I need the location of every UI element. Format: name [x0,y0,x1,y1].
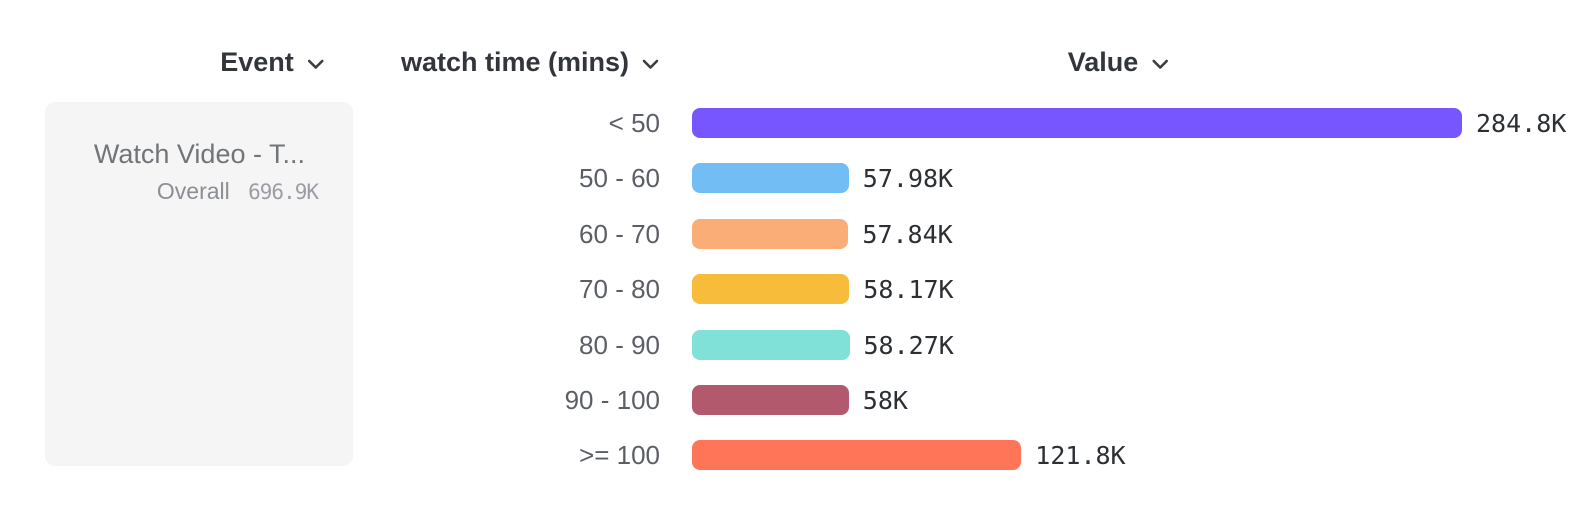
value-bar[interactable] [692,440,1022,471]
value-bar[interactable] [692,108,1462,138]
chevron-down-icon [642,59,659,69]
bucket-label: 60 - 70 [579,218,660,249]
bucket-label: < 50 [608,108,660,138]
bucket-label: >= 100 [579,440,660,471]
value-label: 284.8K [1476,109,1567,138]
column-header-value[interactable]: Value [1068,47,1169,78]
overall-value: 696.9K [248,180,319,204]
overall-row: Overall 696.9K [45,178,353,205]
bucket-label: 70 - 80 [579,274,660,305]
chart-row: >= 100 121.8K [0,440,1592,471]
value-bar[interactable] [692,274,850,305]
value-bar[interactable] [692,218,849,249]
overall-label: Overall [156,178,230,204]
value-bar[interactable] [692,385,849,415]
bucket-label: 90 - 100 [564,385,660,415]
chart-row: 80 - 90 58.27K [0,329,1592,360]
column-header-event-label: Event [220,47,294,77]
column-header-event[interactable]: Event [220,47,324,78]
value-label: 58.17K [863,275,954,305]
column-header-breakdown[interactable]: watch time (mins) [401,47,659,78]
value-bar[interactable] [692,163,849,194]
chart-row: 50 - 60 57.98K [0,163,1592,194]
chart-row: 70 - 80 58.17K [0,274,1592,305]
chart-row: 60 - 70 57.84K [0,218,1592,249]
event-title: Watch Video - T... [93,139,305,169]
chevron-down-icon [307,59,324,69]
event-card[interactable]: Watch Video - T... Overall 696.9K [45,102,353,466]
column-header-breakdown-label: watch time (mins) [400,47,630,77]
chevron-down-icon [1151,59,1168,69]
chart-row: < 50 284.8K [0,108,1592,138]
bucket-label: 80 - 90 [579,329,660,360]
chart-row: 90 - 100 58K [0,385,1592,415]
value-label: 57.84K [862,219,953,249]
column-header-value-label: Value [1067,47,1139,77]
value-label: 58.27K [863,330,954,360]
value-label: 58K [862,386,908,415]
bucket-label: 50 - 60 [579,163,660,194]
value-bar[interactable] [692,329,850,360]
value-label: 57.98K [862,164,954,194]
value-label: 121.8K [1035,441,1126,471]
